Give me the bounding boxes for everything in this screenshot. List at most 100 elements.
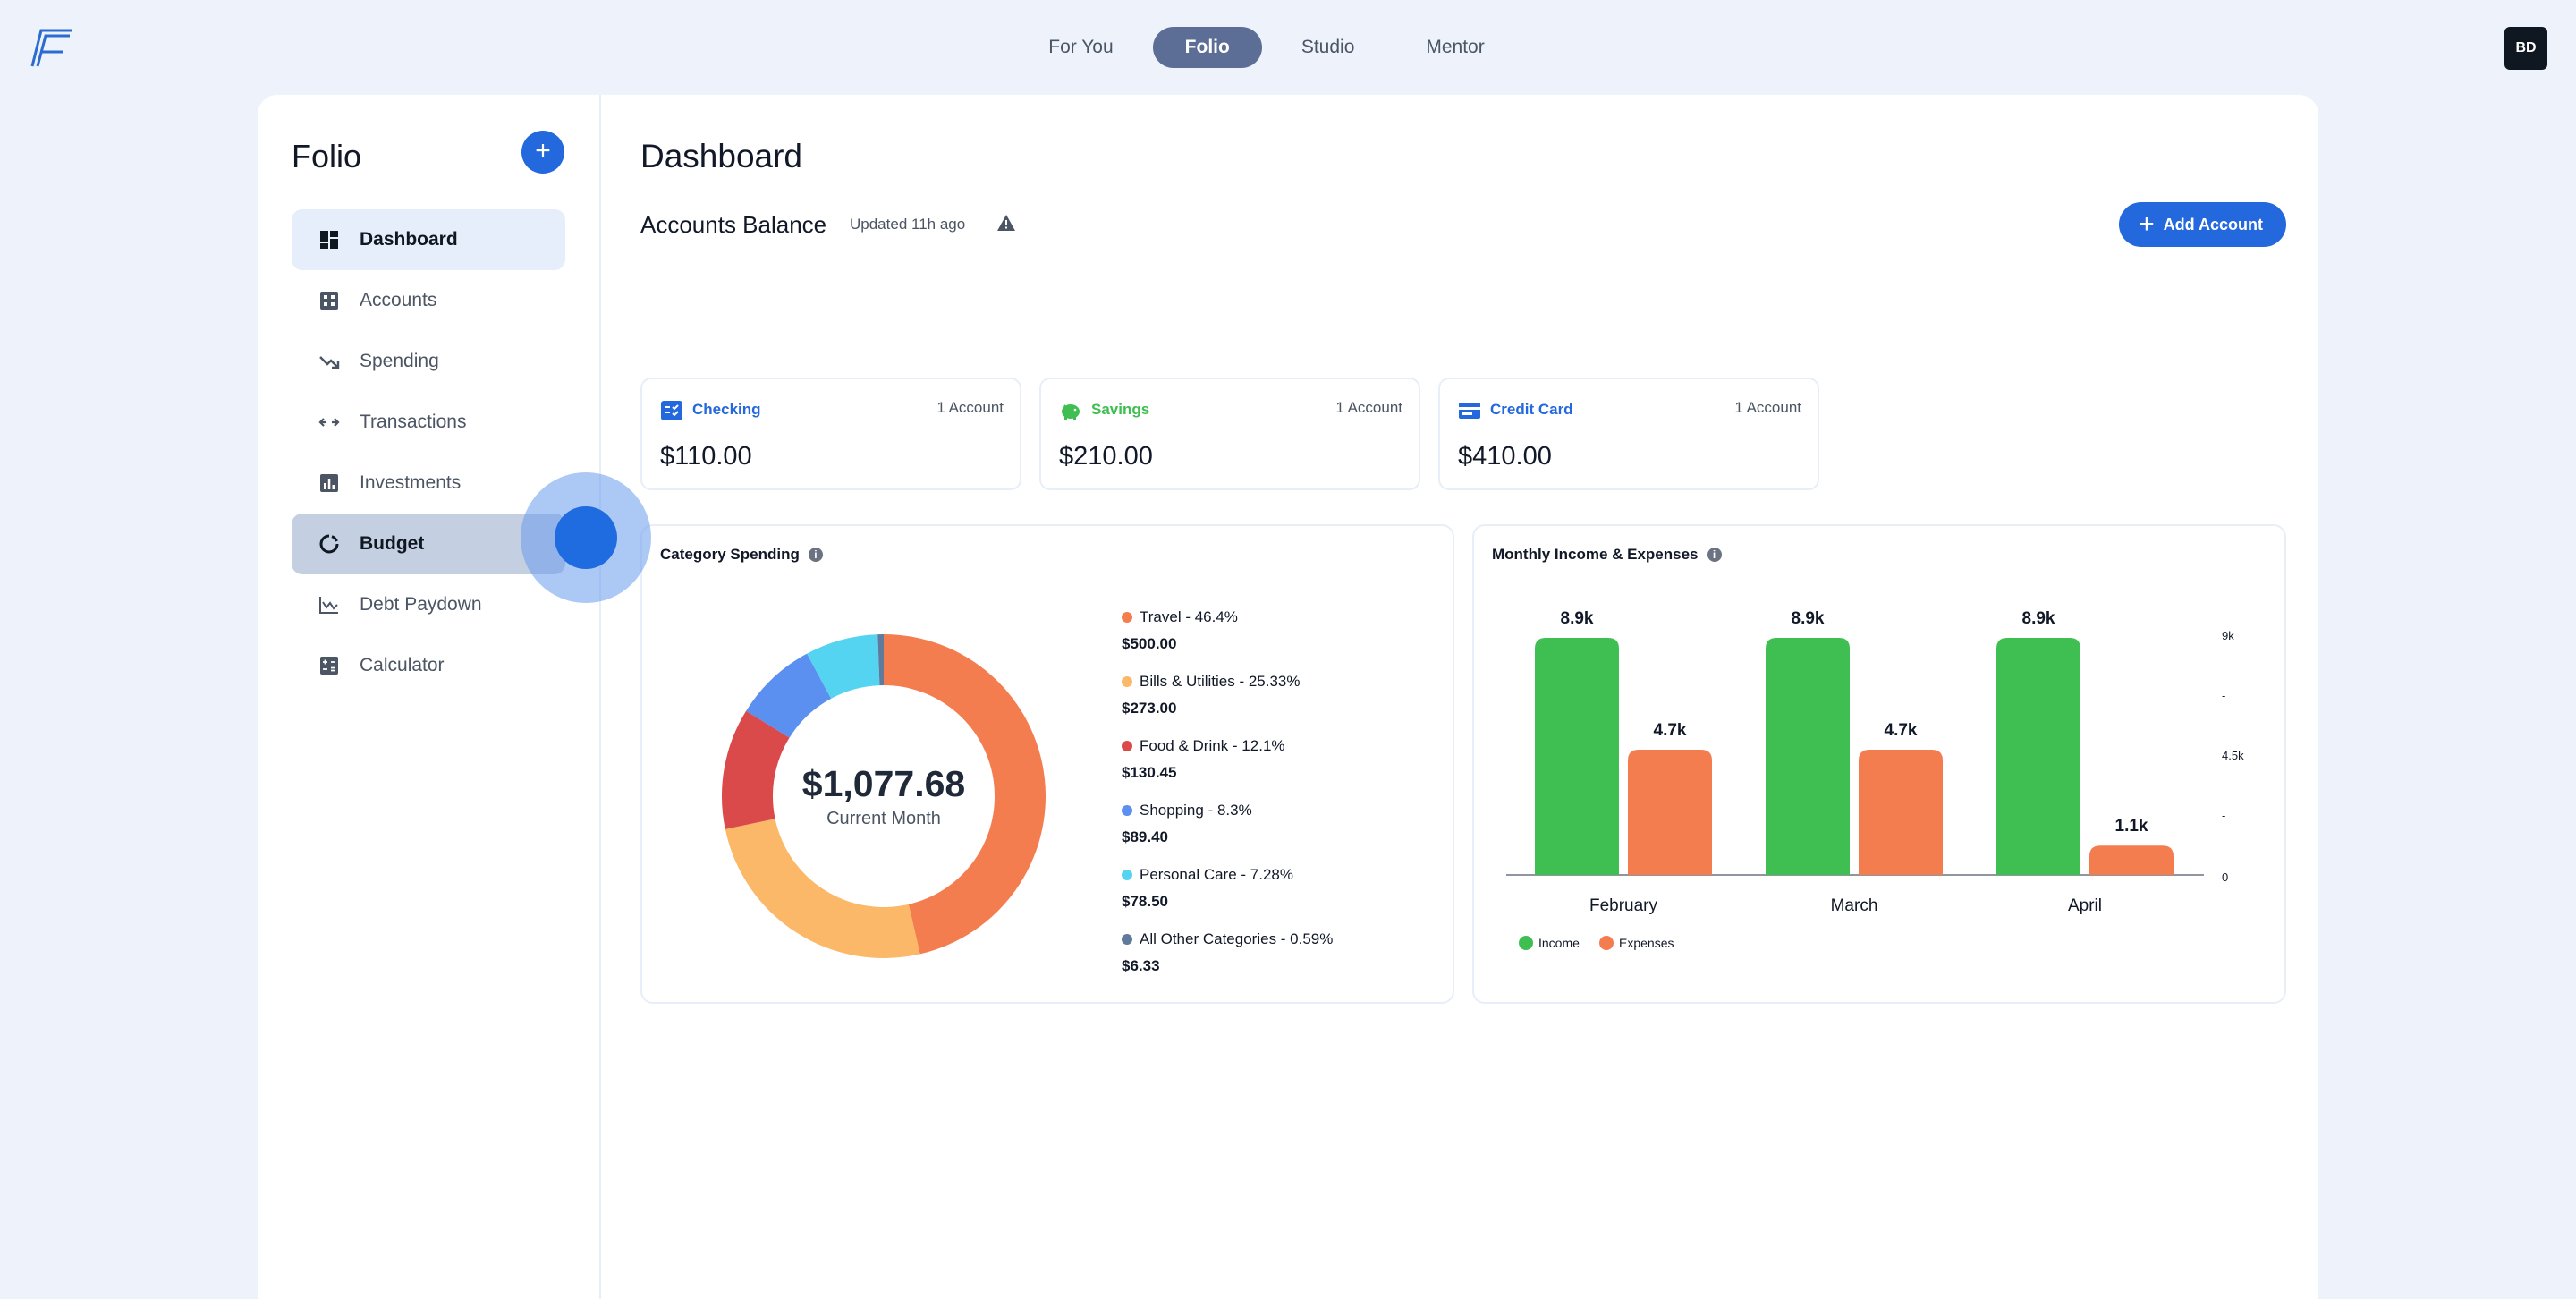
y-tick-label: 9k	[2222, 629, 2234, 642]
legend-label: Expenses	[1619, 936, 1674, 950]
trending-down-icon	[318, 351, 340, 372]
category-legend-item[interactable]: Food & Drink - 12.1% $130.45	[1122, 737, 1333, 802]
account-card-checking[interactable]: Checking 1 Account $110.00	[640, 378, 1021, 490]
donut-slice-personal-care[interactable]	[807, 634, 880, 699]
bar-income-february	[1535, 637, 1619, 875]
account-name: Savings	[1091, 401, 1150, 418]
sidebar: Folio + Dashboard Accounts Spending Tran…	[258, 95, 601, 1299]
legend-amount: $78.50	[1122, 893, 1168, 910]
account-count: 1 Account	[1335, 399, 1402, 416]
bar-expenses-february	[1628, 750, 1712, 875]
account-balance: $210.00	[1059, 442, 1153, 471]
add-account-label: Add Account	[2163, 215, 2263, 233]
category-legend-item[interactable]: Shopping - 8.3% $89.40	[1122, 802, 1333, 866]
tab-for-you[interactable]: For You	[1048, 37, 1114, 57]
legend-category-label: All Other Categories - 0.59%	[1140, 930, 1334, 947]
donut-slice-shopping[interactable]	[746, 653, 832, 738]
warning-icon[interactable]	[996, 213, 1016, 233]
monthly-title: Monthly Income & Expenses i	[1492, 546, 1722, 564]
legend-dot	[1122, 741, 1132, 751]
legend-dot	[1122, 612, 1132, 623]
bar-chart-icon	[318, 472, 340, 494]
bar-income-april	[1996, 637, 2080, 875]
sidebar-item-label: Spending	[360, 351, 439, 371]
legend-label-row: Travel - 46.4%	[1122, 608, 1333, 626]
sidebar-item-debt-paydown[interactable]: Debt Paydown	[292, 574, 565, 635]
legend-amount: $130.45	[1122, 764, 1177, 781]
sidebar-item-label: Investments	[360, 472, 462, 493]
y-tick-label: 4.5k	[2222, 749, 2244, 762]
panel-title-text: Category Spending	[660, 546, 800, 563]
bar-value-label: 8.9k	[2022, 609, 2055, 628]
legend-dot	[1122, 676, 1132, 687]
income-expenses-bar-chart: 8.9k 4.7k February 8.9k 4.7k March 8.9k 1.1k Apr…	[1506, 609, 2244, 950]
legend-label-row: Bills & Utilities - 25.33%	[1122, 673, 1333, 691]
account-name: Credit Card	[1490, 401, 1573, 418]
y-tick-label: 0	[2222, 870, 2228, 884]
account-card-savings[interactable]: Savings 1 Account $210.00	[1039, 378, 1420, 490]
legend-dot	[1122, 805, 1132, 816]
bar-value-label: 4.7k	[1885, 721, 1918, 740]
add-account-button[interactable]: + Add Account	[2119, 202, 2286, 247]
swap-arrows-icon	[318, 412, 340, 433]
account-count: 1 Account	[936, 399, 1004, 416]
user-avatar[interactable]: BD	[2504, 27, 2547, 70]
legend-label-row: Food & Drink - 12.1%	[1122, 737, 1333, 755]
account-balance: $410.00	[1458, 442, 1552, 471]
info-icon[interactable]: i	[808, 548, 823, 562]
legend-category-label: Food & Drink - 12.1%	[1140, 737, 1285, 754]
category-legend-item[interactable]: Travel - 46.4% $500.00	[1122, 608, 1333, 673]
donut-slice-bills-utilities[interactable]	[724, 819, 920, 958]
sidebar-item-calculator[interactable]: Calculator	[292, 635, 565, 696]
legend-category-label: Travel - 46.4%	[1140, 608, 1238, 625]
accounts-icon	[318, 290, 340, 311]
x-tick-label: April	[2068, 896, 2102, 915]
donut-icon	[318, 533, 340, 555]
donut-slice-all-other-categories[interactable]	[877, 634, 884, 686]
sidebar-item-transactions[interactable]: Transactions	[292, 392, 565, 453]
checklist-icon	[661, 401, 682, 420]
donut-slice-food-drink[interactable]	[722, 710, 790, 829]
bar-value-label: 8.9k	[1561, 609, 1594, 628]
add-button[interactable]: +	[521, 131, 564, 174]
sidebar-item-accounts[interactable]: Accounts	[292, 270, 565, 331]
credit-card-icon	[1459, 403, 1480, 419]
bar-value-label: 1.1k	[2115, 817, 2148, 836]
category-legend-item[interactable]: Personal Care - 7.28% $78.50	[1122, 866, 1333, 930]
sidebar-item-dashboard[interactable]: Dashboard	[292, 209, 565, 270]
folio-logo-icon[interactable]	[23, 25, 73, 70]
dashboard-content: Dashboard Accounts Balance Updated 11h a…	[640, 95, 2286, 1299]
y-tick-label: -	[2222, 809, 2225, 822]
info-icon[interactable]: i	[1707, 548, 1722, 562]
piggy-bank-icon	[1062, 404, 1080, 420]
main-card: Folio + Dashboard Accounts Spending Tran…	[258, 95, 2318, 1299]
panel-title-text: Monthly Income & Expenses	[1492, 546, 1699, 563]
legend-label-row: Personal Care - 7.28%	[1122, 866, 1333, 884]
account-card-credit-card[interactable]: Credit Card 1 Account $410.00	[1438, 378, 1819, 490]
sidebar-item-investments[interactable]: Investments	[292, 453, 565, 514]
tab-studio[interactable]: Studio	[1301, 37, 1355, 57]
sidebar-item-budget[interactable]: Budget	[292, 514, 565, 574]
x-tick-label: February	[1589, 896, 1658, 915]
bar-value-label: 4.7k	[1654, 721, 1687, 740]
category-donut-chart: $1,077.68 Current Month	[721, 633, 1046, 959]
category-legend-item[interactable]: Bills & Utilities - 25.33% $273.00	[1122, 673, 1333, 737]
sidebar-item-label: Transactions	[360, 412, 467, 432]
legend-amount: $273.00	[1122, 700, 1177, 717]
bar-income-march	[1766, 637, 1850, 875]
legend-dot	[1122, 934, 1132, 945]
tab-mentor[interactable]: Mentor	[1426, 37, 1485, 57]
donut-slice-travel[interactable]	[884, 634, 1046, 955]
sidebar-item-label: Dashboard	[360, 229, 458, 250]
category-legend: Travel - 46.4% $500.00 Bills & Utilities -…	[1122, 608, 1333, 995]
tab-folio[interactable]: Folio	[1152, 27, 1262, 68]
legend-amount: $500.00	[1122, 635, 1177, 652]
category-legend-item[interactable]: All Other Categories - 0.59% $6.33	[1122, 930, 1333, 995]
page-title: Dashboard	[640, 138, 803, 174]
accounts-balance-title: Accounts Balance	[640, 211, 827, 238]
sidebar-item-spending[interactable]: Spending	[292, 331, 565, 392]
x-tick-label: March	[1831, 896, 1878, 915]
legend-label-row: Shopping - 8.3%	[1122, 802, 1333, 819]
dashboard-icon	[318, 229, 340, 250]
monthly-income-expenses-panel: Monthly Income & Expenses i 8.9k 4.7k Febr…	[1472, 524, 2286, 1004]
